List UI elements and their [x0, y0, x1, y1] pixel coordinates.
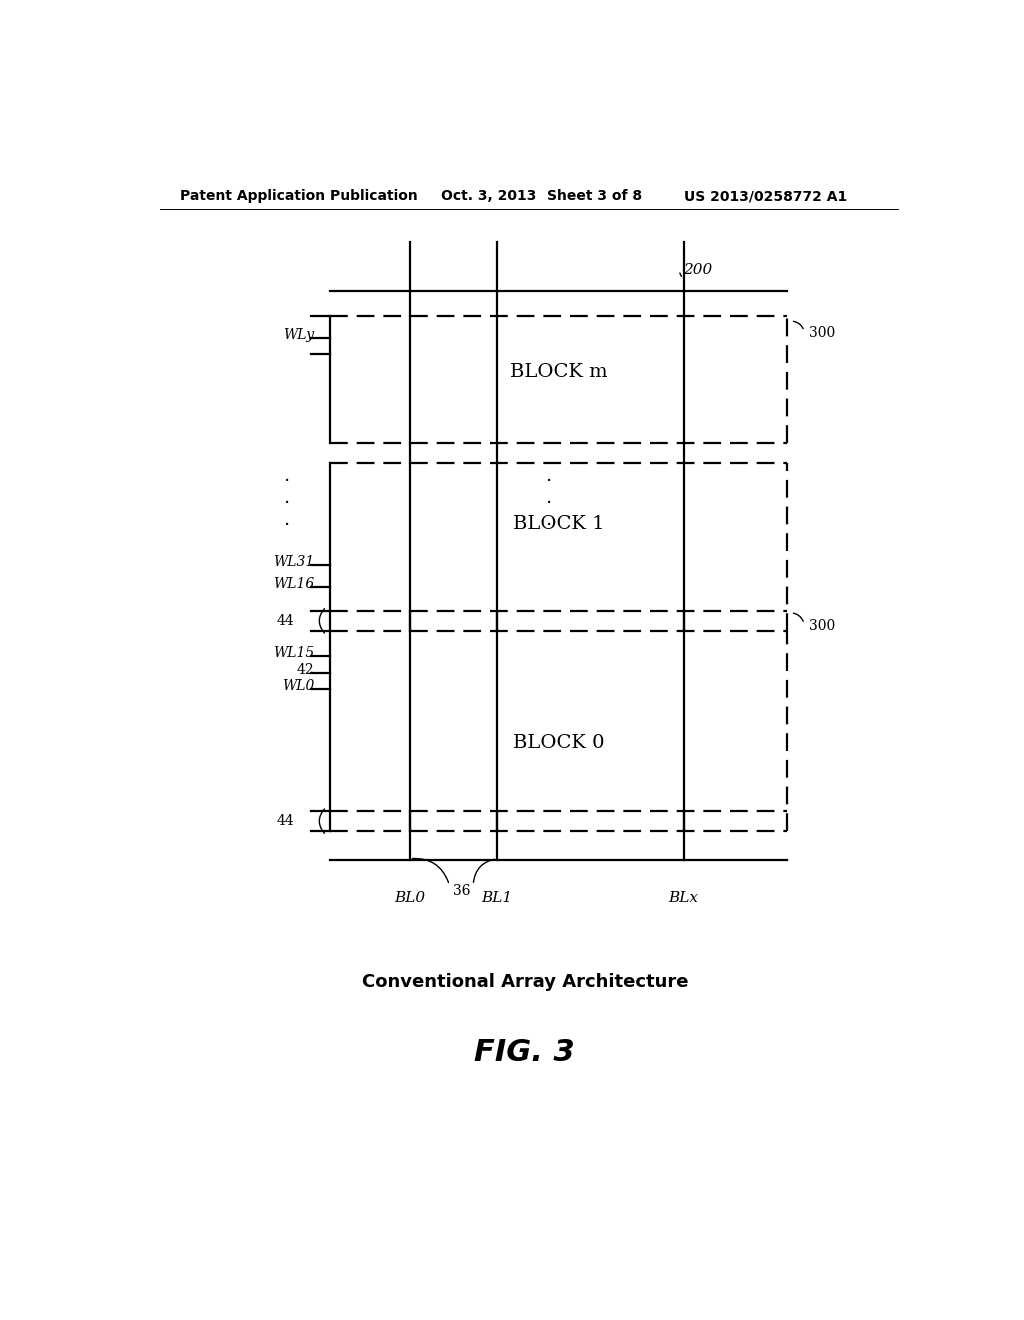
Text: 300: 300	[809, 619, 836, 634]
Text: ·
·
·: · · ·	[284, 473, 290, 536]
Text: 36: 36	[453, 884, 470, 898]
Text: 44: 44	[276, 614, 295, 628]
Text: FIG. 3: FIG. 3	[474, 1039, 575, 1068]
Text: 42: 42	[297, 663, 314, 677]
Text: Patent Application Publication: Patent Application Publication	[179, 189, 418, 203]
Text: BLx: BLx	[669, 891, 698, 906]
Text: BLOCK 1: BLOCK 1	[513, 515, 604, 533]
Text: 200: 200	[684, 263, 713, 277]
Text: Sheet 3 of 8: Sheet 3 of 8	[547, 189, 642, 203]
Text: 44: 44	[276, 814, 295, 828]
Text: WL16: WL16	[273, 577, 314, 591]
Text: WL0: WL0	[283, 678, 314, 693]
Text: WL31: WL31	[273, 554, 314, 569]
Text: US 2013/0258772 A1: US 2013/0258772 A1	[684, 189, 847, 203]
Text: BLOCK m: BLOCK m	[510, 363, 607, 381]
Text: Conventional Array Architecture: Conventional Array Architecture	[361, 973, 688, 991]
Text: WLy: WLy	[284, 329, 314, 342]
Text: ·
·
·: · · ·	[546, 473, 552, 536]
Text: Oct. 3, 2013: Oct. 3, 2013	[441, 189, 537, 203]
Text: BL1: BL1	[481, 891, 513, 906]
Text: BLOCK 0: BLOCK 0	[513, 734, 604, 752]
Text: WL15: WL15	[273, 647, 314, 660]
Text: BL0: BL0	[394, 891, 425, 906]
Text: 300: 300	[809, 326, 836, 341]
